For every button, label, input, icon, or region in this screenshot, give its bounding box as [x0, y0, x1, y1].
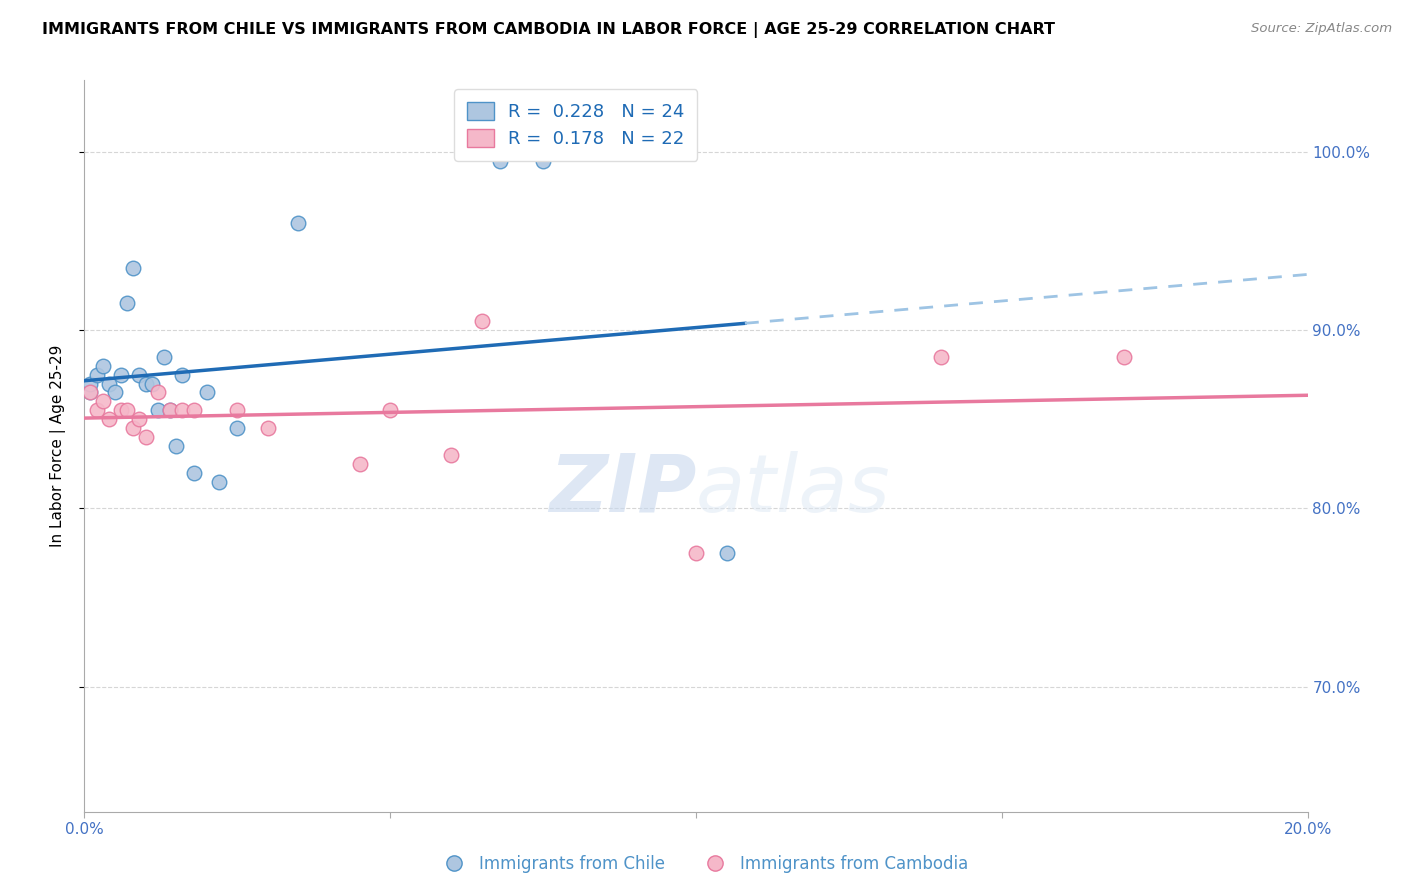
Point: [79, 385, 101, 400]
Point: [195, 385, 218, 400]
Point: [122, 421, 145, 435]
Point: [349, 457, 371, 471]
Legend: Immigrants from Chile, Immigrants from Cambodia: Immigrants from Chile, Immigrants from C…: [430, 848, 976, 880]
Point: [716, 546, 738, 560]
Point: [97, 376, 120, 391]
Point: [1114, 350, 1136, 364]
Legend: R =  0.228   N = 24, R =  0.178   N = 22: R = 0.228 N = 24, R = 0.178 N = 22: [454, 89, 697, 161]
Point: [685, 546, 707, 560]
Point: [172, 403, 194, 417]
Point: [122, 260, 145, 275]
Point: [91, 359, 114, 373]
Point: [141, 376, 163, 391]
Point: [128, 368, 150, 382]
Y-axis label: In Labor Force | Age 25-29: In Labor Force | Age 25-29: [51, 345, 66, 547]
Point: [135, 376, 157, 391]
Point: [183, 466, 205, 480]
Text: ZIP: ZIP: [548, 450, 696, 529]
Point: [110, 403, 132, 417]
Point: [287, 216, 309, 230]
Text: atlas: atlas: [696, 450, 891, 529]
Point: [146, 385, 169, 400]
Point: [226, 403, 249, 417]
Point: [183, 403, 205, 417]
Text: Source: ZipAtlas.com: Source: ZipAtlas.com: [1251, 22, 1392, 36]
Point: [86, 368, 108, 382]
Point: [257, 421, 280, 435]
Point: [159, 403, 181, 417]
Point: [115, 296, 138, 310]
Point: [79, 385, 101, 400]
Point: [115, 403, 138, 417]
Point: [128, 412, 150, 426]
Point: [159, 403, 181, 417]
Point: [165, 439, 187, 453]
Point: [208, 475, 231, 489]
Point: [380, 403, 402, 417]
Point: [440, 448, 463, 462]
Point: [97, 412, 120, 426]
Point: [104, 385, 127, 400]
Text: IMMIGRANTS FROM CHILE VS IMMIGRANTS FROM CAMBODIA IN LABOR FORCE | AGE 25-29 COR: IMMIGRANTS FROM CHILE VS IMMIGRANTS FROM…: [42, 22, 1054, 38]
Point: [146, 403, 169, 417]
Point: [153, 350, 176, 364]
Point: [489, 153, 512, 168]
Point: [172, 368, 194, 382]
Point: [86, 403, 108, 417]
Point: [110, 368, 132, 382]
Point: [531, 153, 554, 168]
Point: [471, 314, 494, 328]
Point: [226, 421, 249, 435]
Point: [135, 430, 157, 444]
Point: [79, 376, 101, 391]
Point: [91, 394, 114, 409]
Point: [929, 350, 952, 364]
